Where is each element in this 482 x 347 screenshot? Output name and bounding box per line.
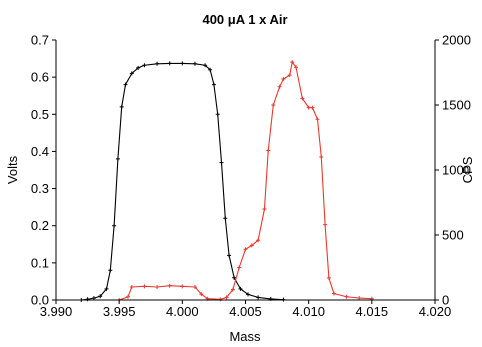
y-right-axis-label: CPS — [460, 156, 475, 183]
cps-series-point — [256, 238, 261, 243]
cps-series-point — [319, 155, 324, 159]
y-left-tick-label: 0.4 — [31, 144, 49, 159]
volts-series-point — [208, 67, 213, 72]
volts-series-point — [155, 61, 160, 66]
volts-series-point — [167, 61, 172, 66]
x-tick-label: 4.020 — [419, 304, 452, 319]
cps-series-point — [271, 103, 276, 107]
y-right-tick-label: 500 — [442, 228, 464, 243]
cps-series-point — [266, 148, 271, 153]
cps-series-point — [180, 284, 185, 289]
volts-series-point — [256, 295, 261, 300]
cps-series-point — [300, 96, 305, 101]
cps-series-point — [237, 265, 242, 270]
cps-series-point — [243, 247, 248, 252]
volts-series-point — [119, 104, 124, 109]
volts-series-point — [192, 61, 197, 66]
x-tick-label: 4.010 — [292, 304, 325, 319]
volts-series-point — [136, 65, 141, 70]
volts-series-point — [91, 296, 96, 301]
cps-series-point — [199, 292, 204, 297]
volts-series-point — [211, 82, 216, 87]
cps-series-point — [290, 60, 295, 65]
cps-series-point — [315, 117, 320, 122]
y-left-tick-label: 0.6 — [31, 70, 49, 85]
cps-series-point — [281, 77, 286, 81]
cps-series-point — [326, 275, 331, 280]
volts-series-point — [115, 156, 120, 161]
volts-series-point — [227, 253, 232, 258]
volts-series-point — [85, 297, 90, 302]
x-tick-label: 4.015 — [356, 304, 389, 319]
y-left-tick-label: 0.3 — [31, 181, 49, 196]
volts-series-point — [219, 160, 224, 165]
volts-series-point — [203, 63, 208, 68]
cps-series-point — [224, 295, 229, 300]
cps-series-point — [262, 207, 267, 211]
volts-series-point — [108, 268, 113, 273]
cps-series-point — [310, 105, 315, 110]
cps-series-point — [218, 297, 223, 302]
cps-series-point — [126, 294, 131, 299]
volts-series-point — [142, 63, 147, 68]
y-left-tick-label: 0.1 — [31, 255, 49, 270]
volts-series-point — [232, 275, 237, 280]
volts-series-point — [223, 216, 228, 221]
chart-title: 400 μA 1 x Air — [202, 12, 287, 27]
cps-series-point — [249, 243, 254, 248]
y-left-axis-label: Volts — [5, 155, 20, 184]
cps-series-point — [277, 84, 282, 89]
cps-series-point — [192, 285, 197, 289]
cps-series — [117, 60, 374, 302]
volts-series-point — [129, 71, 134, 76]
x-tick-label: 4.005 — [229, 304, 262, 319]
x-tick-label: 4.000 — [166, 304, 199, 319]
plot-area — [79, 60, 374, 302]
cps-series-point — [155, 285, 160, 289]
cps-series-point — [294, 65, 299, 70]
x-tick-label: 3.990 — [40, 304, 73, 319]
cps-series-point — [331, 291, 336, 296]
y-right-tick-label: 0 — [442, 293, 449, 308]
x-axis-label: Mass — [229, 329, 261, 344]
cps-series-point — [167, 283, 172, 288]
cps-series-point — [142, 284, 147, 289]
y-right-tick-label: 1500 — [442, 98, 471, 113]
y-left-axis-ticks: 0.0 0.1 0.2 0.3 0.4 0.5 0.6 0.7 — [31, 33, 56, 308]
cps-series-point — [323, 222, 328, 227]
volts-series-point — [180, 61, 185, 66]
cps-series-point — [306, 105, 311, 110]
volts-series-point — [246, 292, 251, 297]
y-left-tick-label: 0.0 — [31, 293, 49, 308]
volts-series-point — [98, 294, 103, 299]
volts-series — [79, 61, 286, 302]
cps-series-line — [118, 60, 372, 301]
y-left-tick-label: 0.7 — [31, 33, 49, 48]
volts-series-point — [112, 223, 117, 228]
cps-series-point — [344, 294, 349, 299]
y-right-axis-ticks: 0 500 1000 1500 2000 — [435, 33, 471, 308]
cps-series-point — [357, 296, 362, 301]
y-left-tick-label: 0.5 — [31, 107, 49, 122]
x-axis-ticks: 3.990 3.995 4.000 4.005 4.010 4.015 4.020 — [40, 300, 452, 319]
volts-series-point — [215, 112, 220, 117]
y-right-tick-label: 1000 — [442, 163, 471, 178]
volts-series-line — [81, 62, 284, 301]
y-right-tick-label: 2000 — [442, 33, 471, 48]
volts-series-point — [104, 286, 109, 291]
volts-series-point — [123, 82, 128, 87]
cps-series-point — [287, 73, 292, 78]
volts-series-point — [238, 286, 243, 291]
cps-series-point — [129, 285, 134, 289]
y-left-tick-label: 0.2 — [31, 218, 49, 233]
cps-series-point — [230, 287, 235, 292]
x-tick-label: 3.995 — [103, 304, 136, 319]
